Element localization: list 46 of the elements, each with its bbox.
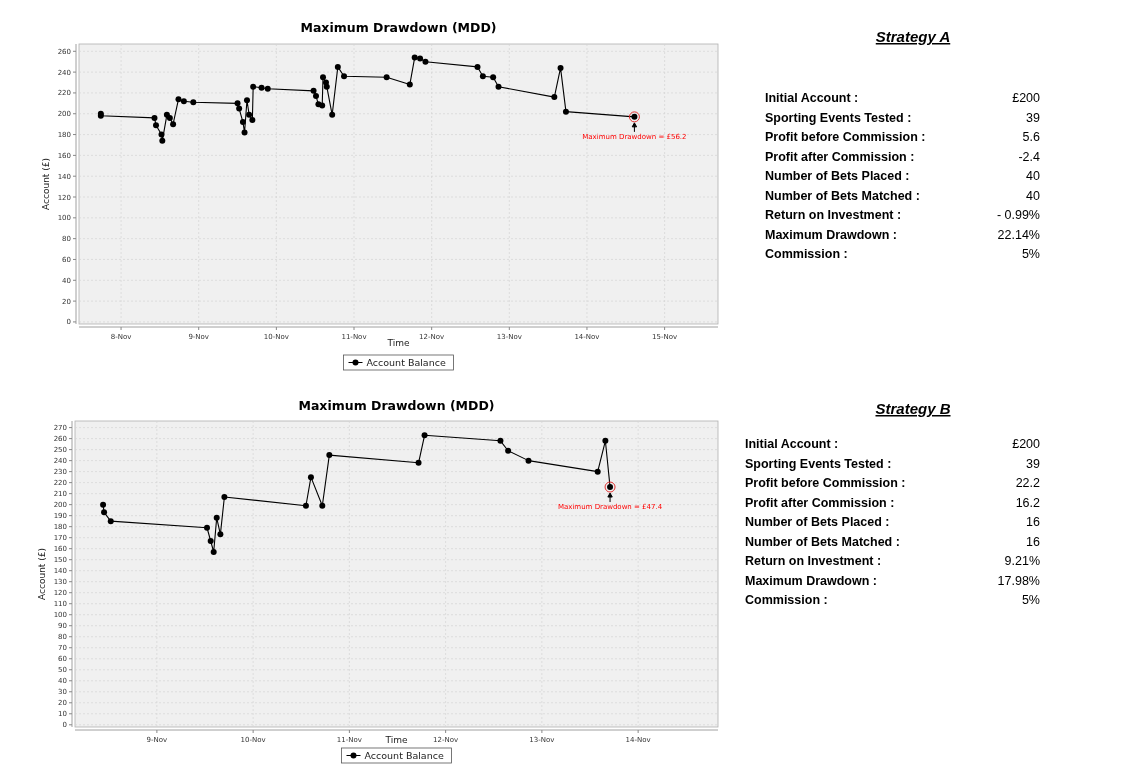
text: Number of Bets Matched : (765, 188, 920, 203)
text: - 0.99% (996, 208, 1040, 222)
text: 40 (1026, 188, 1041, 203)
text: 16.2 (1015, 495, 1041, 510)
text: Initial Account : (745, 437, 839, 451)
text: 9.21% (1004, 554, 1040, 568)
text: 16 (1026, 515, 1041, 529)
legend-label: Account Balance (366, 357, 446, 368)
text: 5% (1021, 247, 1040, 261)
text: 39 (1026, 456, 1041, 471)
text: 39 (1026, 110, 1041, 125)
text: 16 (1026, 534, 1041, 549)
chart-title: Maximum Drawdown (MDD) (300, 20, 497, 35)
text: Profit before Commission : (745, 476, 906, 490)
text: Maximum Drawdown : (745, 573, 877, 588)
x-axis-title: Time (386, 338, 410, 348)
text: 22.2 (1015, 476, 1041, 490)
y-axis-title: Account (£) (41, 158, 51, 210)
y-axis-title: Account (£) (37, 548, 47, 600)
text: Return on Investment : (765, 208, 902, 222)
text: Number of Bets Placed : (765, 169, 910, 183)
text: Strategy B (875, 400, 951, 417)
text: Initial Account : (765, 91, 859, 105)
text: £200 (1012, 437, 1041, 451)
text: -2.4 (1018, 149, 1041, 164)
text: Profit after Commission : (745, 495, 895, 510)
text: Profit after Commission : (765, 149, 915, 164)
text: Strategy A (875, 28, 951, 45)
chart-title: Maximum Drawdown (MDD) (298, 398, 495, 413)
text: Number of Bets Matched : (745, 534, 900, 549)
text: Commission : (745, 593, 828, 607)
x-axis-title: Time (384, 735, 408, 745)
text: 5.6 (1022, 130, 1041, 144)
text: Maximum Drawdown : (765, 227, 897, 242)
text: Commission : (765, 247, 848, 261)
text: Sporting Events Tested : (745, 456, 892, 471)
text: 5% (1021, 593, 1040, 607)
text: £200 (1012, 91, 1041, 105)
text: Profit before Commission : (765, 130, 926, 144)
text: Sporting Events Tested : (765, 110, 912, 125)
legend-label: Account Balance (364, 750, 444, 761)
text: 17.98% (997, 573, 1040, 588)
text: 40 (1026, 169, 1041, 183)
text: Return on Investment : (745, 554, 882, 568)
text: Number of Bets Placed : (745, 515, 890, 529)
text: 22.14% (997, 227, 1040, 242)
